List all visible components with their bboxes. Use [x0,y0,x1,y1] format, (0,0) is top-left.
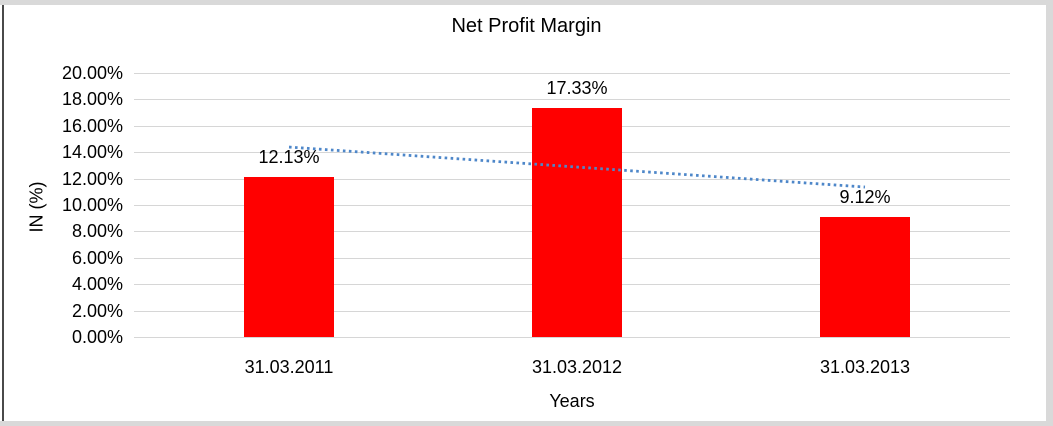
bar-value-label: 17.33% [546,78,608,98]
gridline [134,337,1010,338]
y-tick-label: 2.00% [71,301,123,321]
y-tick-label: 8.00% [71,221,123,241]
y-tick-label: 14.00% [61,142,123,162]
y-tick-label: 18.00% [61,89,123,109]
gridline [134,73,1010,74]
y-tick-label: 6.00% [71,248,123,268]
y-tick-label: 12.00% [61,169,123,189]
y-tick-label: 0.00% [71,327,123,347]
y-tick-label: 10.00% [61,195,123,215]
frame-right-border [1046,0,1053,426]
x-tick-label: 31.03.2011 [244,357,334,377]
bar-value-label: 12.13% [258,147,320,167]
bar [244,177,334,337]
y-tick-label: 4.00% [71,274,123,294]
frame-left-border [2,5,4,421]
chart-title: Net Profit Margin [451,15,602,37]
bar [532,108,622,337]
bar-value-label: 9.12% [839,187,891,207]
gridline [134,99,1010,100]
y-tick-label: 16.00% [61,116,123,136]
x-tick-label: 31.03.2013 [819,357,911,377]
y-tick-label: 20.00% [61,63,123,83]
frame-top-border [0,0,1053,5]
x-tick-label: 31.03.2012 [531,357,623,377]
bar [820,217,910,337]
frame-bottom-border [0,421,1053,426]
x-axis-title: Years [549,391,595,411]
